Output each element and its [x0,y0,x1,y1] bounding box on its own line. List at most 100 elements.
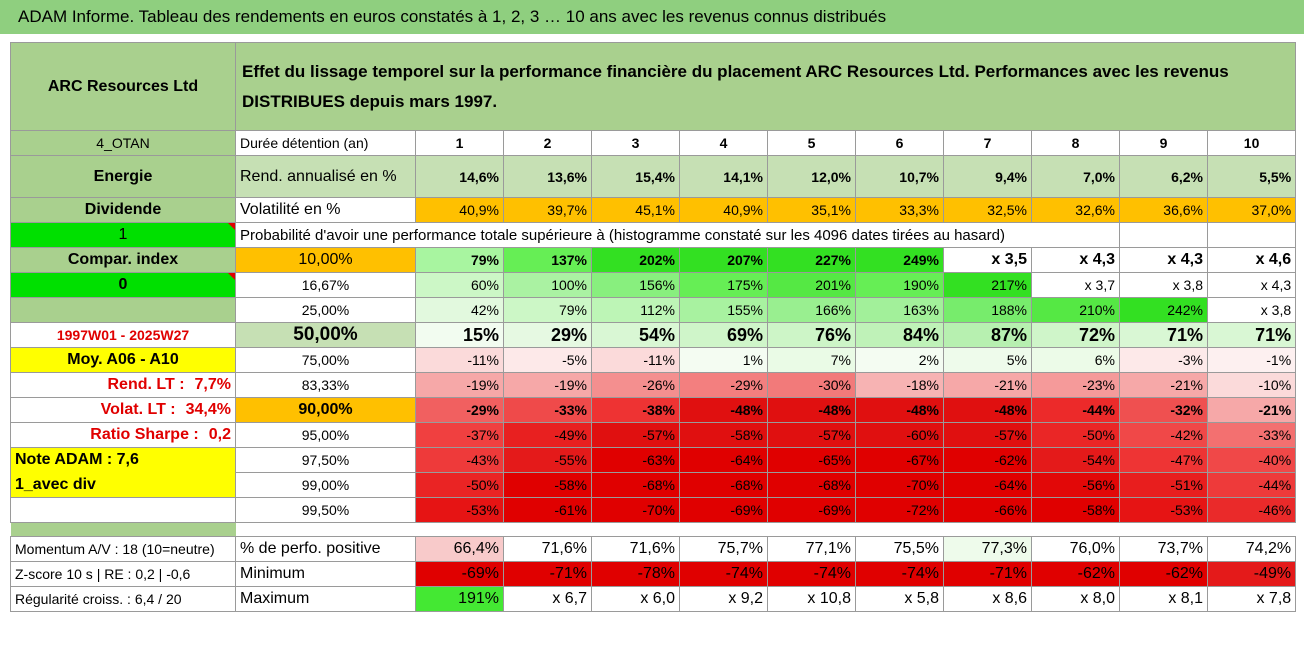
probability-cell: 5% [943,347,1032,373]
probability-cell: -63% [591,447,680,473]
quantile-label: 50,00% [235,322,416,348]
adam-note: Note ADAM : 7,6 [10,447,236,473]
probability-cell: -44% [1206,472,1297,498]
year-header: 9 [1119,130,1208,156]
probability-cell: -65% [767,447,856,473]
probability-cell: 227% [767,247,856,273]
probability-cell: -53% [415,497,504,523]
year-header: 8 [1031,130,1120,156]
rend-cell: 6,2% [1119,155,1208,198]
probability-cell: -10% [1206,372,1297,398]
probability-cell: 42% [415,297,504,323]
year-header: 2 [503,130,592,156]
probability-cell: 163% [855,297,944,323]
year-header: 4 [679,130,768,156]
year-header: 1 [415,130,504,156]
probability-cell: -48% [767,397,856,423]
rend-cell: 5,5% [1206,155,1297,198]
probability-cell: 87% [943,322,1032,348]
probability-cell: x 4,3 [1206,272,1297,298]
probability-cell: -37% [415,422,504,448]
probability-cell: -48% [943,397,1032,423]
probability-cell: -11% [415,347,504,373]
probability-cell: 201% [767,272,856,298]
probability-cell: -18% [855,372,944,398]
stat-cell: -49% [1206,561,1297,587]
probability-cell: -50% [1031,422,1120,448]
probability-cell: -11% [591,347,680,373]
probability-cell: -46% [1206,497,1297,523]
volat-cell: 40,9% [415,197,504,223]
stat-cell: x 7,8 [1206,586,1297,612]
metric-value: 7,7% [194,376,231,393]
quantile-label: 99,00% [235,472,416,498]
probability-cell: -49% [503,422,592,448]
metric-value: 34,4% [185,401,231,418]
empty-left-cell [10,497,236,523]
probability-cell: 79% [503,297,592,323]
volat-cell: 40,9% [679,197,768,223]
probability-cell: -47% [1119,447,1208,473]
probability-cell: 72% [1031,322,1120,348]
probability-cell: -21% [943,372,1032,398]
probability-row: 1997W01 - 2025W27 50,00% 15% 29% 54% 69% 76% 84… [10,322,1297,348]
probability-cell: 100% [503,272,592,298]
stat-cell: -74% [679,561,768,587]
quantile-label: 95,00% [235,422,416,448]
probability-cell: -57% [591,422,680,448]
metric-label: Volat. LT : [100,401,176,418]
probability-cell: 71% [1206,322,1297,348]
probability-cell: -57% [767,422,856,448]
probability-cell: -33% [503,397,592,423]
probability-cell: -19% [415,372,504,398]
probability-cell: 84% [855,322,944,348]
probability-row: Compar. index 10,00% 79% 137% 202% 207% 227% 24… [10,247,1297,273]
probability-cell: -61% [503,497,592,523]
probability-cell: -38% [591,397,680,423]
empty-left-cell [10,297,236,323]
probability-cell: 175% [679,272,768,298]
quantile-label: 25,00% [235,297,416,323]
probability-row: 0 16,67% 60% 100% 156% 175% 201% 190% 217% x 3,7 x… [10,272,1297,298]
stat-cell: x 6,0 [591,586,680,612]
rend-label: Rend. annualisé en % [235,155,416,198]
rend-cell: 7,0% [1031,155,1120,198]
probability-cell: -26% [591,372,680,398]
metric-label: Ratio Sharpe : [90,426,199,443]
probability-cell: -58% [1031,497,1120,523]
report-title: ADAM Informe. Tableau des rendements en … [0,0,1304,34]
quantile-label: 99,50% [235,497,416,523]
probability-cell: -67% [855,447,944,473]
probability-cell: 190% [855,272,944,298]
metric-label: Rend. LT : [107,376,185,393]
probability-cell: -57% [943,422,1032,448]
year-header: 5 [767,130,856,156]
probability-cell: x 4,6 [1206,247,1297,273]
stat-cell: 66,4% [415,536,504,562]
probability-cell: -19% [503,372,592,398]
stat-cell: 191% [415,586,504,612]
probability-cell: 76% [767,322,856,348]
probability-cell: -69% [767,497,856,523]
selector-zero[interactable]: 0 [10,272,236,298]
table-description: Effet du lissage temporel sur la perform… [234,42,1297,131]
avec-div-label: 1_avec div [10,472,236,498]
probability-cell: -66% [943,497,1032,523]
stat-cell: 77,1% [767,536,856,562]
probability-cell: -44% [1031,397,1120,423]
selector-one[interactable]: 1 [10,222,236,248]
probability-cell: -43% [415,447,504,473]
probability-cell: 29% [503,322,592,348]
probability-cell: 242% [1119,297,1208,323]
rend-cell: 10,7% [855,155,944,198]
duree-label: Durée détention (an) [235,130,416,156]
volat-cell: 32,6% [1031,197,1120,223]
probability-cell: x 4,3 [1119,247,1208,273]
probability-cell: -30% [767,372,856,398]
probability-cell: -70% [855,472,944,498]
probability-cell: -23% [1031,372,1120,398]
dividend-label: Dividende [10,197,236,223]
probability-cell: 79% [415,247,504,273]
rend-cell: 14,6% [415,155,504,198]
rend-lt: Rend. LT : 7,7% [10,372,236,398]
